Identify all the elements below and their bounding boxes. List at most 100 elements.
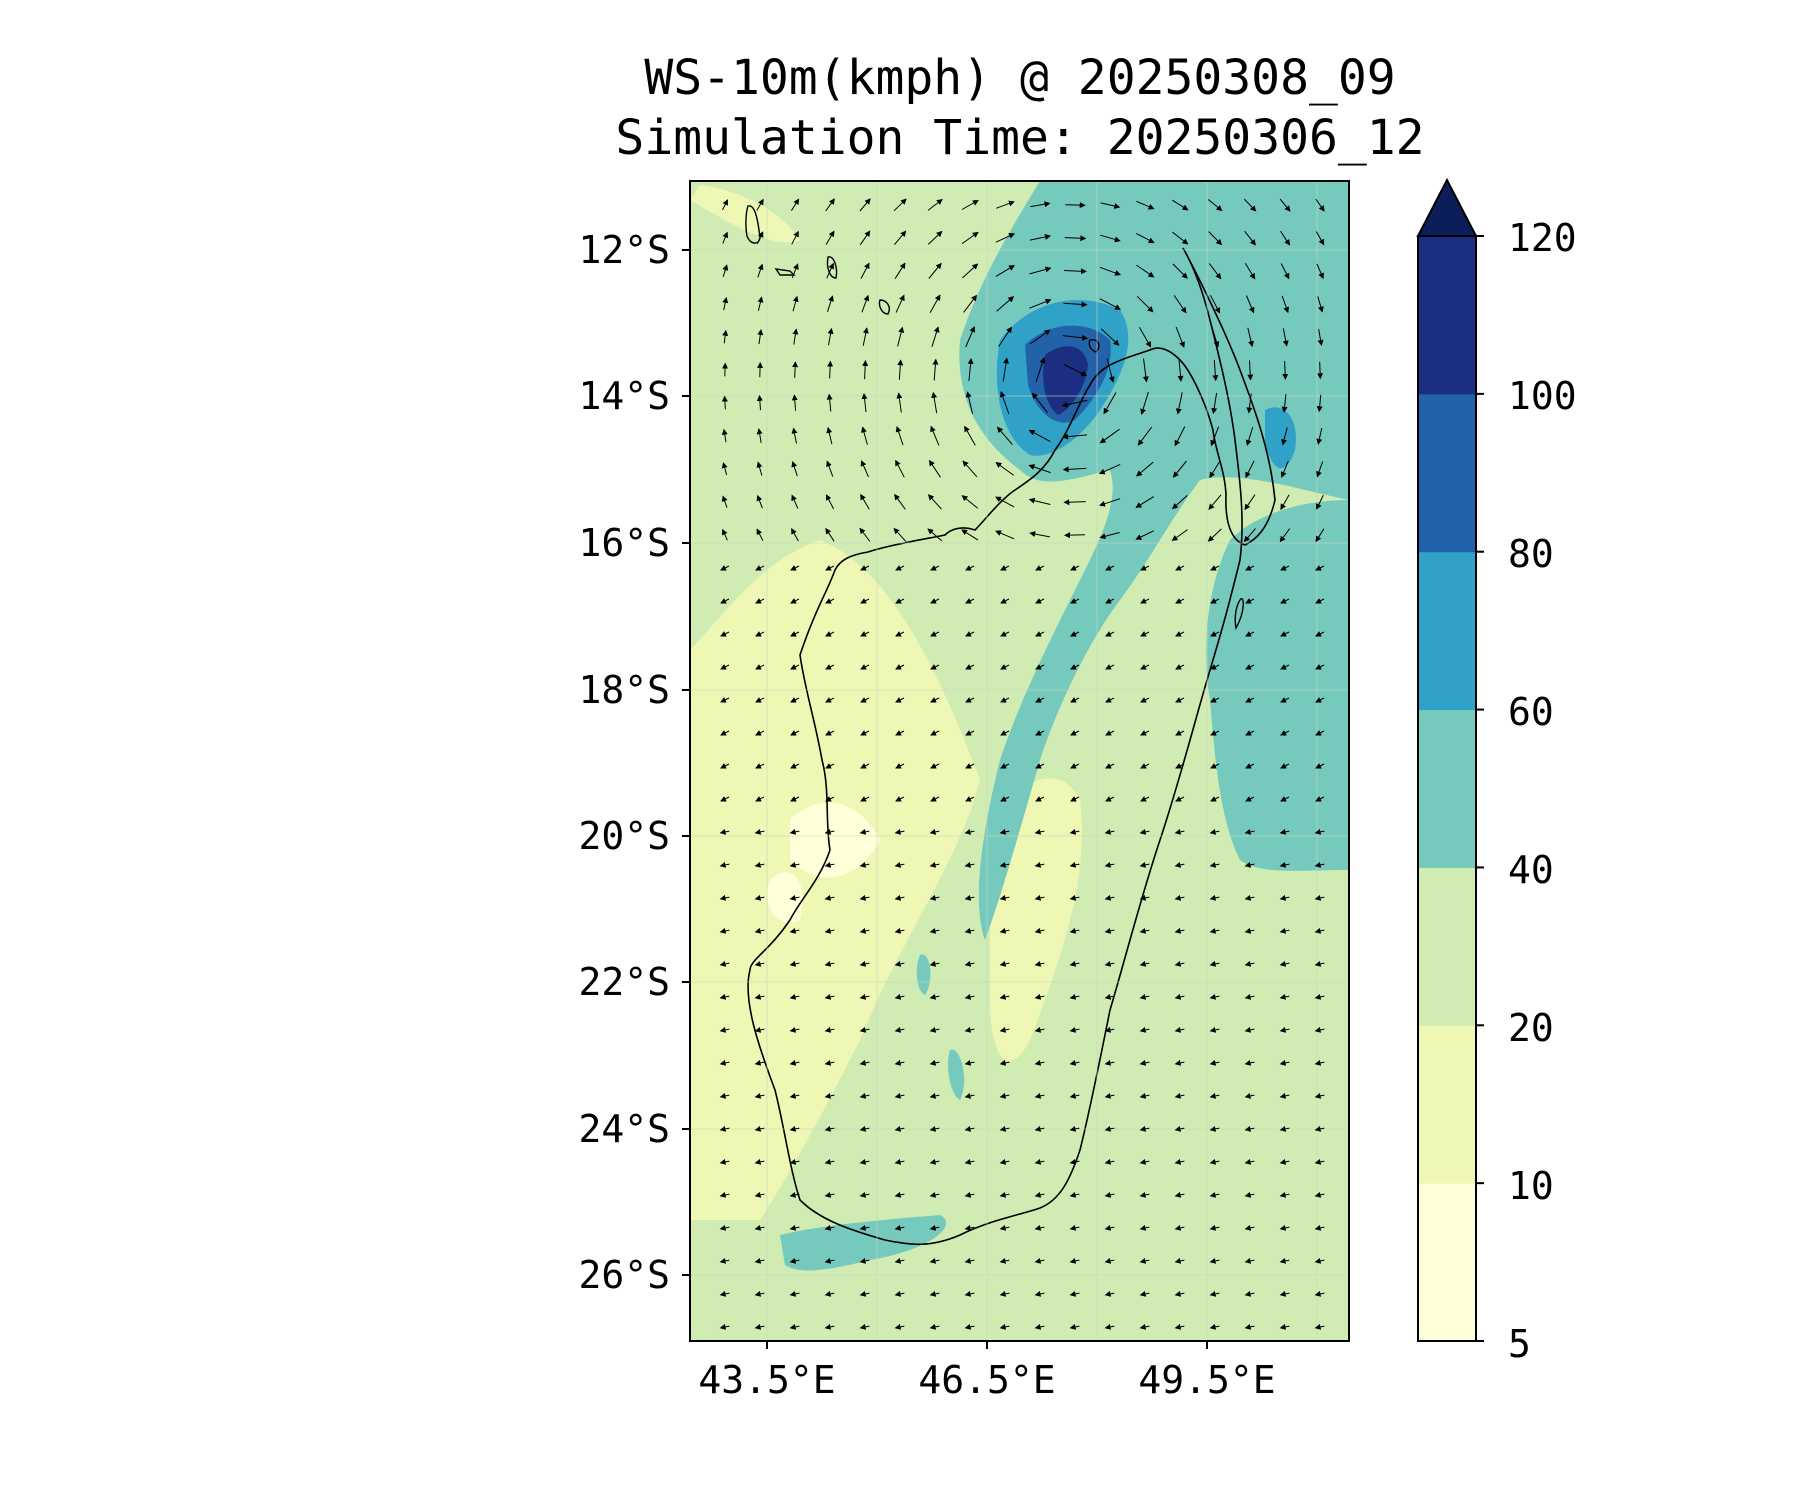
- wind-arrow: [894, 960, 905, 967]
- wind-arrow: [1247, 360, 1254, 381]
- wind-arrow: [825, 763, 835, 769]
- wind-arrow: [789, 1290, 800, 1297]
- wind-arrow: [721, 462, 728, 476]
- wind-arrow: [1034, 861, 1045, 868]
- wind-arrow: [1247, 327, 1254, 348]
- wind-arrow: [1106, 358, 1115, 383]
- wind-arrow: [1000, 565, 1010, 571]
- wind-arrow: [1209, 927, 1220, 934]
- wind-speed-field: [690, 181, 1349, 1341]
- wind-arrow: [1139, 1158, 1150, 1165]
- wind-arrow: [859, 1290, 870, 1297]
- wind-arrow: [1069, 1125, 1080, 1132]
- wind-arrow: [1314, 1290, 1325, 1297]
- wind-arrow: [1212, 359, 1219, 382]
- wind-arrow: [1034, 1323, 1045, 1330]
- wind-arrow: [1175, 697, 1185, 703]
- wind-arrow: [825, 631, 835, 637]
- wind-arrow: [999, 1290, 1010, 1297]
- wind-arrow: [791, 427, 798, 444]
- wind-arrow: [1244, 894, 1255, 901]
- contour-40-60-patch2: [948, 1049, 965, 1100]
- wind-arrow: [1173, 295, 1187, 314]
- wind-arrow: [929, 993, 940, 1000]
- wind-arrow: [1171, 495, 1188, 510]
- wind-arrow: [824, 960, 835, 967]
- wind-arrow: [1029, 233, 1051, 241]
- wind-arrow: [1175, 598, 1185, 604]
- wind-arrow: [1135, 496, 1155, 508]
- wind-arrow: [1314, 1323, 1325, 1330]
- wind-arrow: [719, 1224, 730, 1231]
- wind-arrow: [1210, 598, 1220, 604]
- wind-arrow: [860, 763, 870, 769]
- wind-arrow: [1315, 763, 1325, 769]
- contour-100-120-core: [1043, 346, 1088, 415]
- wind-arrow: [930, 763, 940, 769]
- wind-arrow: [1280, 796, 1290, 802]
- wind-arrow: [825, 664, 835, 670]
- wind-arrow: [895, 763, 905, 769]
- lon-label-49-5e: 49.5°E: [1138, 1358, 1276, 1402]
- wind-arrow: [1100, 328, 1120, 346]
- wind-arrow: [1069, 1059, 1080, 1066]
- wind-arrow: [1139, 1059, 1150, 1066]
- wind-arrow: [895, 664, 905, 670]
- wind-arrow: [719, 1257, 730, 1264]
- wind-arrow: [1209, 1323, 1220, 1330]
- wind-arrow: [1314, 894, 1325, 901]
- wind-arrow: [894, 1191, 905, 1198]
- wind-arrow: [1000, 730, 1010, 736]
- wind-arrow: [1315, 796, 1325, 802]
- wind-arrow: [1315, 565, 1325, 571]
- wind-arrow: [1034, 1059, 1045, 1066]
- wind-arrow: [1209, 993, 1220, 1000]
- wind-arrow: [859, 828, 870, 835]
- wind-arrow: [1029, 298, 1052, 309]
- wind-arrow: [995, 530, 1015, 540]
- wind-arrow: [1098, 463, 1121, 475]
- wind-arrow: [1063, 499, 1086, 506]
- wind-arrow: [1279, 828, 1290, 835]
- wind-arrow: [1174, 960, 1185, 967]
- wind-arrow: [1245, 763, 1255, 769]
- wind-arrow: [1279, 927, 1290, 934]
- gridlines: [690, 181, 1349, 1341]
- wind-arrow: [859, 993, 870, 1000]
- wind-arrow: [930, 664, 940, 670]
- wind-arrow: [1000, 697, 1010, 703]
- wind-arrow: [999, 861, 1010, 868]
- wind-arrow: [721, 395, 728, 410]
- wind-arrow: [791, 528, 799, 542]
- wind-arrow: [1061, 399, 1088, 408]
- wind-arrow: [789, 927, 800, 934]
- wind-arrow: [1210, 426, 1220, 447]
- wind-arrow: [825, 730, 835, 736]
- lat-label-12s: 12°S: [578, 228, 670, 272]
- wind-arrow: [754, 1191, 765, 1198]
- wind-arrow: [720, 697, 730, 703]
- wind-arrow: [789, 993, 800, 1000]
- wind-arrow: [1062, 466, 1087, 473]
- wind-arrow: [929, 1026, 940, 1033]
- wind-arrow: [1279, 198, 1291, 212]
- wind-arrow: [1316, 394, 1323, 413]
- wind-arrow: [894, 230, 907, 246]
- wind-arrow: [719, 960, 730, 967]
- wind-arrow: [719, 1290, 730, 1297]
- wind-arrow: [1244, 828, 1255, 835]
- wind-arrow: [719, 993, 730, 1000]
- wind-arrow: [1174, 828, 1185, 835]
- wind-arrow: [1035, 357, 1046, 382]
- wind-arrow: [1315, 730, 1325, 736]
- wind-arrow: [860, 664, 870, 670]
- wind-arrow: [1280, 494, 1290, 511]
- colorbar-segment: [1418, 709, 1476, 868]
- wind-arrow: [1279, 1026, 1290, 1033]
- wind-arrow: [1030, 201, 1051, 208]
- wind-arrow: [1069, 1224, 1080, 1231]
- wind-arrow: [1138, 326, 1152, 348]
- wind-arrow: [1174, 1191, 1185, 1198]
- wind-arrow: [1105, 631, 1115, 637]
- wind-arrow: [1243, 528, 1256, 543]
